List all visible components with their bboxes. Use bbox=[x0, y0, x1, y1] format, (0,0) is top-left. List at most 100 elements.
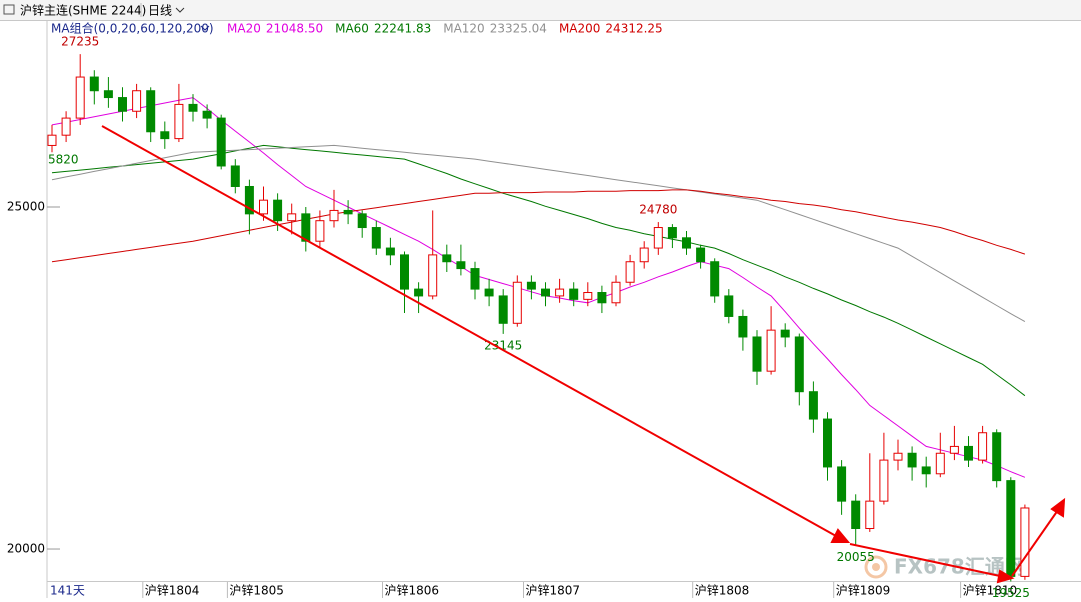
candle-body bbox=[188, 103, 198, 112]
candle-body bbox=[766, 329, 776, 372]
legend-name: MA200 bbox=[559, 22, 600, 36]
chart-title[interactable]: 沪锌主连(SHME 2244) bbox=[20, 3, 146, 18]
candle-body bbox=[343, 209, 353, 215]
candle-body bbox=[414, 288, 424, 297]
candle-body bbox=[583, 292, 593, 300]
candle-body bbox=[780, 329, 790, 338]
extreme-label: 20055 bbox=[837, 550, 875, 564]
candle-body bbox=[639, 247, 649, 263]
candle-body bbox=[752, 336, 762, 372]
watermark-logo bbox=[864, 555, 888, 579]
candle-body bbox=[357, 213, 367, 229]
candle-body bbox=[611, 281, 621, 304]
extreme-label: 24780 bbox=[639, 203, 677, 217]
legend-name: MA60 bbox=[335, 22, 369, 36]
candle-body bbox=[921, 466, 931, 475]
candle-body bbox=[893, 452, 903, 461]
candle-body bbox=[512, 281, 522, 324]
candle-body bbox=[259, 199, 268, 215]
candle-body bbox=[1020, 507, 1030, 577]
indicator-label[interactable]: MA组合(0,0,20,60,120,200) bbox=[51, 21, 214, 36]
day-count: 141天 bbox=[50, 584, 85, 598]
candle-body bbox=[456, 261, 466, 270]
candle-body bbox=[428, 254, 438, 297]
candle-body bbox=[837, 466, 847, 502]
legend-value: 23325.04 bbox=[490, 22, 547, 36]
candle-body bbox=[1006, 480, 1016, 577]
candle-body bbox=[484, 288, 494, 297]
candle-body bbox=[146, 90, 156, 133]
candle-body bbox=[667, 227, 677, 239]
x-tick-label: 沪锌1806 bbox=[385, 584, 440, 598]
candle-body bbox=[89, 76, 99, 92]
candle-body bbox=[202, 110, 212, 119]
extreme-label: 23145 bbox=[484, 338, 522, 352]
legend-value: 22241.83 bbox=[374, 22, 431, 36]
candle-body bbox=[865, 500, 875, 530]
legend-value: 21048.50 bbox=[266, 22, 323, 36]
candle-body bbox=[329, 209, 339, 222]
candle-body bbox=[738, 315, 748, 338]
candle-body bbox=[907, 452, 917, 468]
candle-body bbox=[949, 445, 959, 454]
legend-value: 24312.25 bbox=[605, 22, 662, 36]
period-chevron[interactable] bbox=[175, 7, 185, 13]
candle-body bbox=[470, 268, 480, 290]
ma-line bbox=[51, 144, 1026, 397]
candle-body bbox=[75, 76, 85, 119]
x-tick-label: 沪锌1809 bbox=[836, 584, 891, 598]
x-tick-label: 沪锌1805 bbox=[229, 584, 284, 598]
period-selector[interactable]: 日线 bbox=[148, 4, 172, 18]
candle-body bbox=[569, 288, 579, 300]
candle-body bbox=[103, 90, 113, 99]
x-tick-label: 沪锌1808 bbox=[695, 584, 750, 598]
candle-body bbox=[964, 445, 973, 461]
candle-body bbox=[230, 165, 240, 187]
candle-body bbox=[371, 227, 381, 249]
candle-body bbox=[47, 134, 57, 146]
legend-name: MA20 bbox=[227, 22, 261, 36]
x-tick-label: 沪锌1810 bbox=[963, 584, 1018, 598]
x-tick-label: 沪锌1804 bbox=[145, 584, 200, 598]
extreme-label: 19525 bbox=[992, 586, 1030, 600]
candle-body bbox=[724, 295, 734, 317]
candle-body bbox=[315, 220, 325, 242]
header-bar bbox=[0, 0, 1081, 20]
extreme-label: 27235 bbox=[61, 35, 99, 49]
candle-body bbox=[682, 237, 691, 249]
ma-line bbox=[51, 144, 1026, 323]
indicator-chevron[interactable] bbox=[200, 25, 210, 31]
ma-line bbox=[51, 189, 1026, 263]
candle-body bbox=[498, 295, 508, 324]
candle-body bbox=[132, 90, 142, 112]
candle-body bbox=[653, 227, 663, 249]
legend-name: MA120 bbox=[443, 22, 484, 36]
candle-body bbox=[541, 288, 550, 297]
candle-body bbox=[244, 185, 254, 215]
candle-body bbox=[978, 432, 988, 461]
candle-body bbox=[301, 213, 311, 242]
candle-body bbox=[794, 336, 804, 393]
candle-body bbox=[625, 261, 635, 283]
candle-body bbox=[696, 247, 706, 263]
candle-body bbox=[526, 281, 536, 290]
candle-body bbox=[851, 500, 861, 530]
candle-body bbox=[992, 432, 1002, 482]
candle-body bbox=[400, 254, 409, 290]
header-icon bbox=[3, 4, 15, 15]
trend-arrows bbox=[101, 125, 1066, 584]
candle-body bbox=[442, 254, 452, 263]
side-label: 5820 bbox=[48, 153, 79, 167]
ma-line bbox=[51, 97, 1026, 478]
candle-body bbox=[935, 452, 945, 475]
candle-body bbox=[216, 117, 226, 167]
x-tick-label: 沪锌1807 bbox=[526, 584, 581, 598]
candle-body bbox=[597, 292, 607, 304]
candle-body bbox=[118, 97, 127, 112]
candle-body bbox=[287, 213, 297, 222]
candle-body bbox=[61, 117, 71, 136]
candle-body bbox=[823, 418, 832, 468]
candle-body bbox=[174, 103, 184, 140]
